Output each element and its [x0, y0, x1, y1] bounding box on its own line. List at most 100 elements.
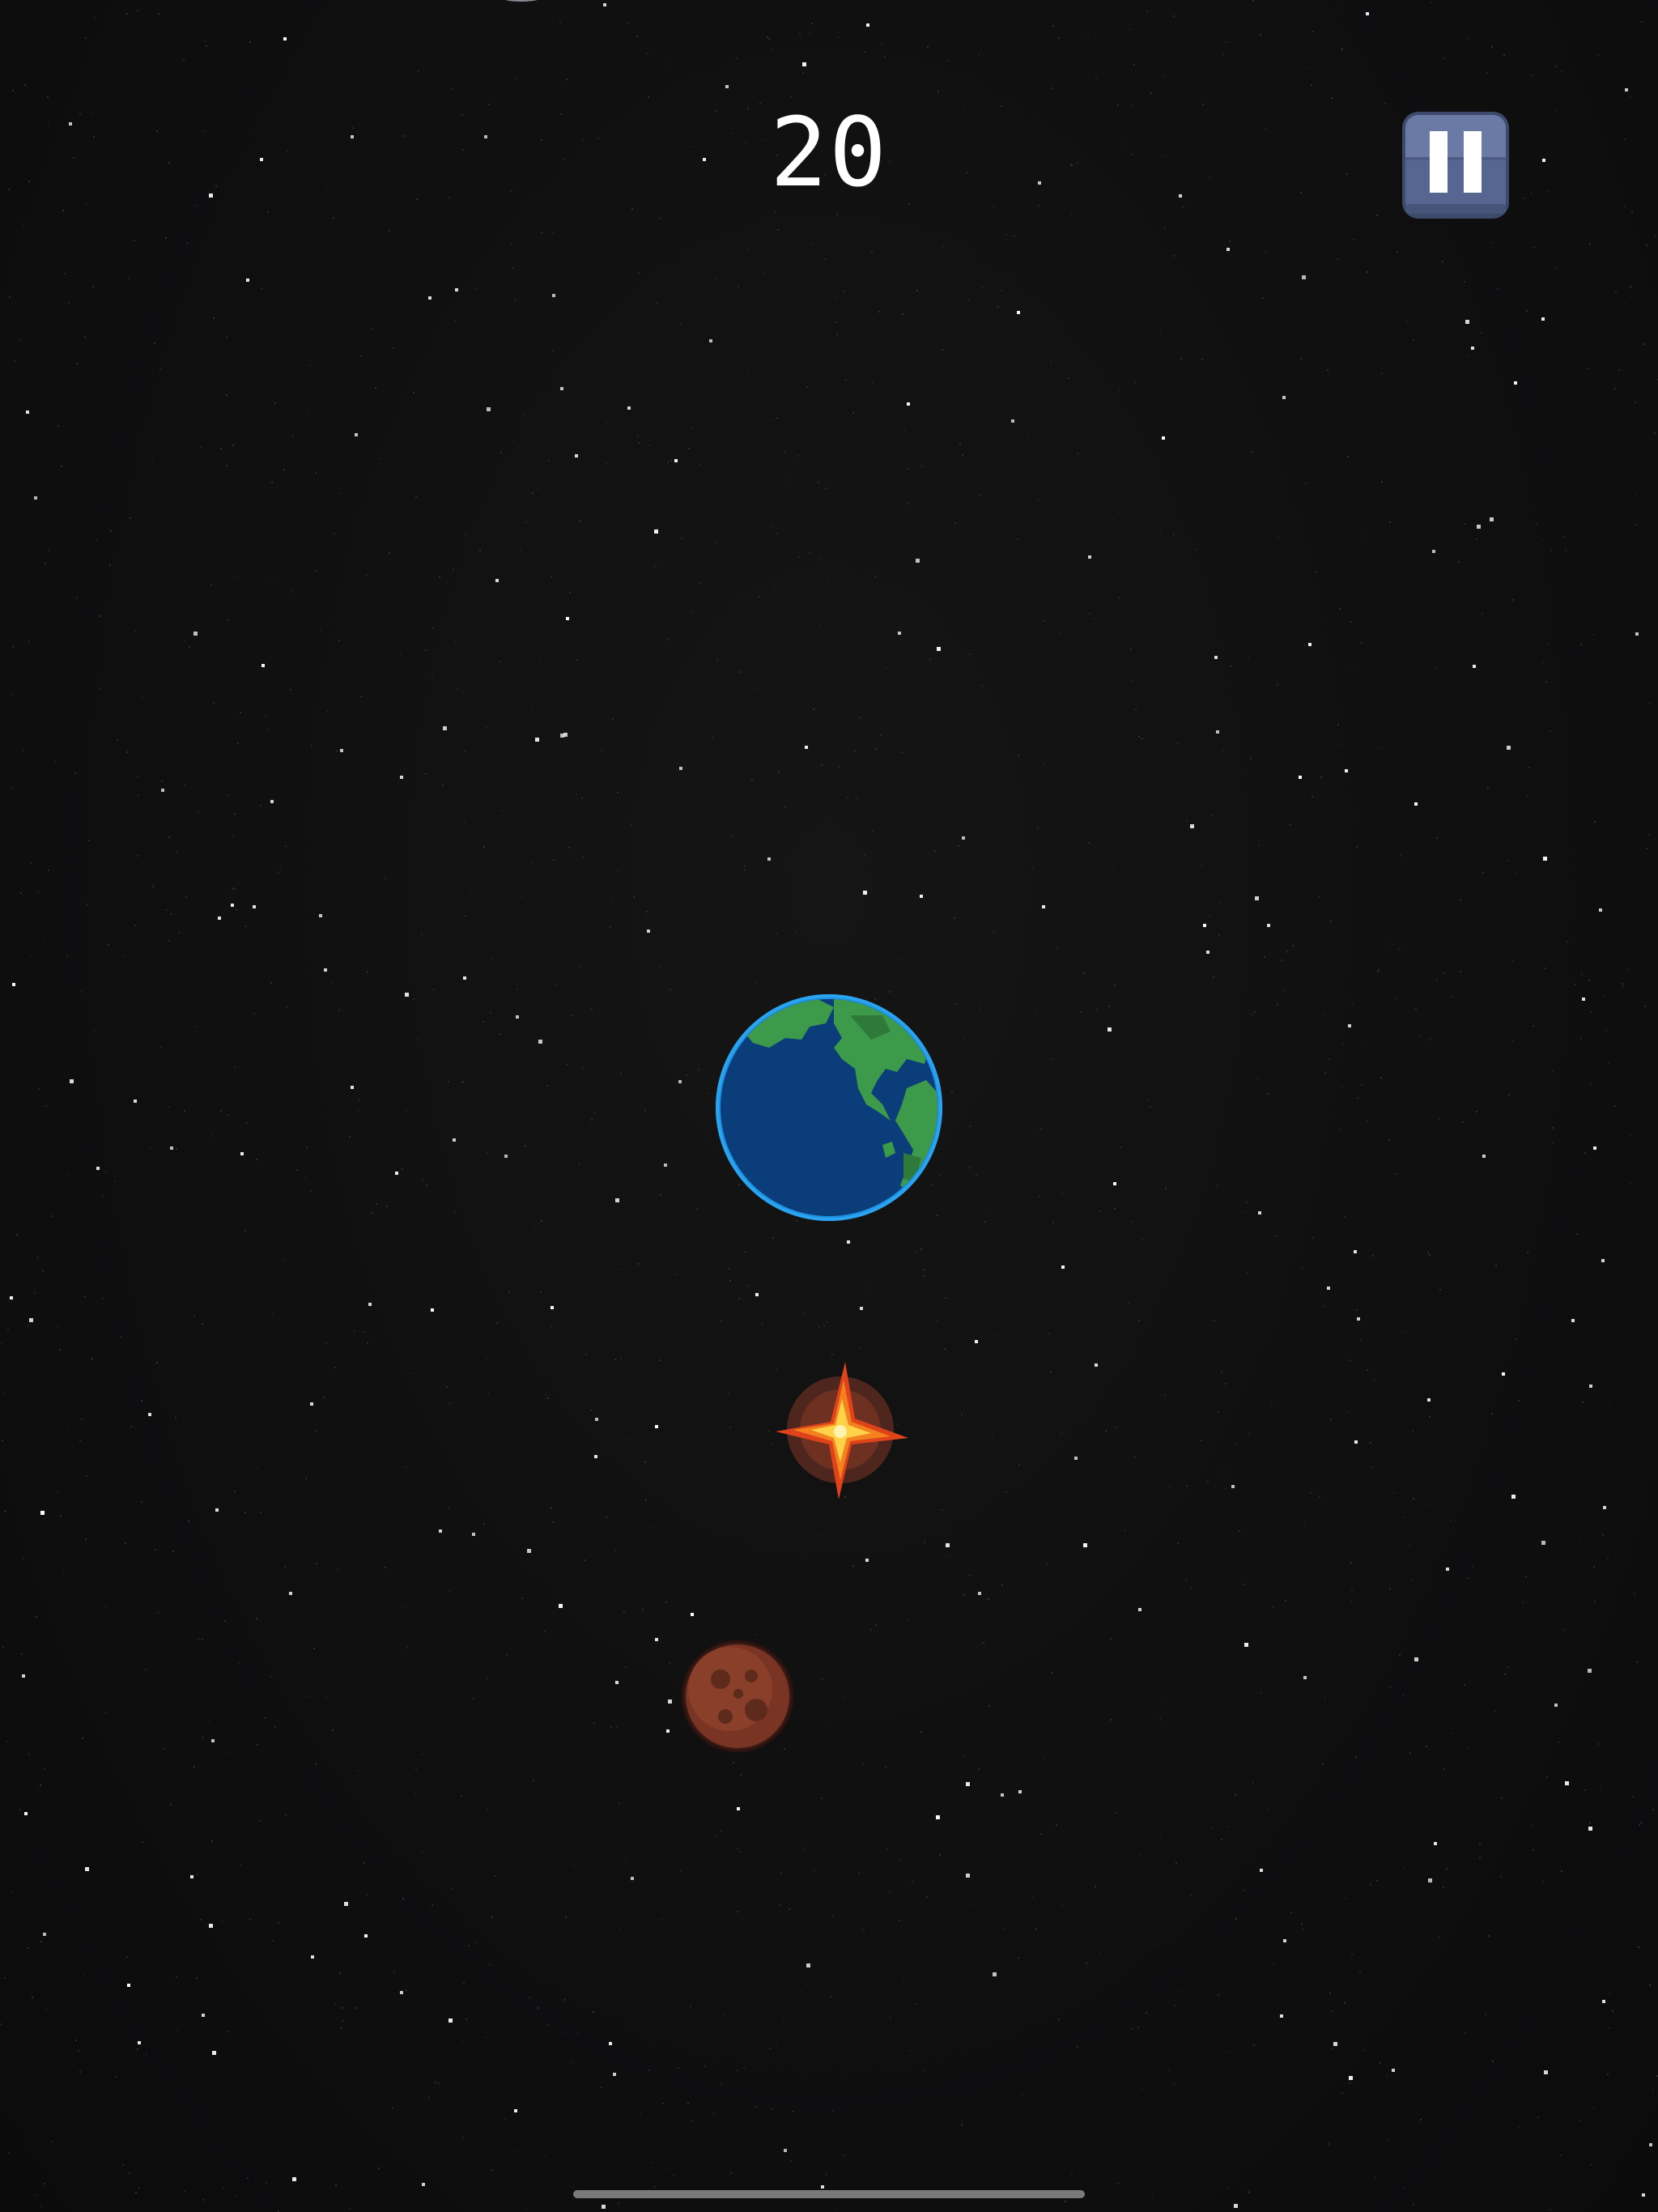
star	[1095, 1363, 1098, 1367]
dust-particle	[1429, 1254, 1431, 1256]
dust-particle	[541, 232, 542, 233]
dust-particle	[24, 84, 26, 86]
dust-particle	[638, 1263, 640, 1265]
dust-particle	[830, 1996, 831, 1997]
dust-particle	[48, 550, 49, 551]
dust-particle	[1439, 1118, 1440, 1120]
dust-particle	[487, 1393, 489, 1394]
dust-particle	[1567, 941, 1568, 942]
dust-particle	[363, 1331, 364, 1333]
dust-particle	[552, 351, 554, 352]
pause-button[interactable]	[1401, 110, 1511, 220]
dust-particle	[1221, 1839, 1222, 1840]
dust-particle	[12, 646, 14, 648]
dust-particle	[907, 1619, 908, 1621]
dust-particle	[1310, 1492, 1312, 1494]
star	[310, 1402, 313, 1406]
dust-particle	[371, 328, 372, 330]
dust-particle	[108, 944, 109, 946]
dust-particle	[1492, 2061, 1494, 2062]
dust-particle	[979, 1007, 980, 1009]
dust-particle	[1573, 447, 1575, 449]
dust-particle	[836, 214, 838, 215]
dust-particle	[721, 1321, 722, 1322]
dust-particle	[997, 306, 999, 308]
dust-particle	[1312, 1237, 1314, 1239]
dust-particle	[1048, 1333, 1050, 1334]
star	[664, 1163, 667, 1167]
dust-particle	[1561, 1870, 1562, 1872]
dust-particle	[1080, 1011, 1082, 1013]
dust-particle	[737, 2069, 738, 2071]
dust-particle	[1542, 1881, 1544, 1882]
star	[627, 406, 631, 410]
dust-particle	[99, 615, 100, 617]
dust-particle	[1581, 974, 1583, 976]
dust-particle	[1165, 1188, 1167, 1189]
dust-particle	[864, 51, 865, 53]
dust-particle	[1533, 1025, 1534, 1027]
star	[395, 1172, 398, 1175]
dust-particle	[1360, 642, 1362, 644]
dust-particle	[821, 764, 823, 766]
dust-particle	[645, 1499, 647, 1501]
dust-particle	[1039, 1128, 1041, 1129]
dust-particle	[23, 223, 24, 225]
dust-particle	[924, 1275, 925, 1277]
dust-particle	[272, 1313, 274, 1315]
dust-particle	[176, 1148, 177, 1150]
dust-particle	[582, 139, 584, 141]
dust-particle	[109, 564, 111, 566]
dust-particle	[1160, 530, 1162, 531]
dust-particle	[545, 2155, 546, 2156]
dust-particle	[82, 1738, 83, 1739]
dust-particle	[591, 1119, 593, 1121]
dust-particle	[1393, 1492, 1395, 1494]
dust-particle	[963, 1037, 965, 1039]
star	[535, 738, 539, 742]
dust-particle	[660, 967, 661, 968]
star	[439, 1529, 442, 1533]
dust-particle	[453, 568, 454, 570]
star	[666, 1729, 670, 1733]
star	[1541, 1541, 1545, 1545]
home-indicator[interactable]	[573, 2190, 1085, 2198]
dust-particle	[371, 1212, 372, 1214]
dust-particle	[593, 2011, 594, 2013]
dust-particle	[367, 1342, 368, 1344]
dust-particle	[1351, 667, 1353, 669]
dust-particle	[669, 1662, 670, 1664]
dust-particle	[462, 2137, 464, 2138]
dust-particle	[631, 823, 632, 825]
dust-particle	[1156, 1943, 1158, 1945]
dust-particle	[19, 1809, 21, 1810]
dust-particle	[838, 36, 840, 38]
star	[821, 2185, 824, 2189]
dust-particle	[1265, 252, 1266, 253]
dust-particle	[115, 2076, 117, 2078]
dust-particle	[568, 847, 570, 849]
dust-particle	[37, 1257, 39, 1258]
dust-particle	[238, 1662, 240, 1664]
dust-particle	[320, 629, 321, 631]
dust-particle	[316, 570, 317, 572]
dust-particle	[751, 779, 753, 781]
dust-particle	[79, 113, 81, 115]
dust-particle	[468, 1945, 470, 1946]
dust-particle	[327, 186, 329, 188]
dust-particle	[500, 452, 502, 453]
star	[560, 387, 563, 390]
dust-particle	[257, 1468, 258, 1470]
dust-particle	[544, 1631, 546, 1632]
dust-particle	[1261, 1692, 1262, 1694]
star	[443, 726, 447, 730]
dust-particle	[1488, 1935, 1490, 1937]
dust-particle	[1352, 1004, 1354, 1006]
star	[422, 2183, 425, 2186]
dust-particle	[754, 689, 755, 691]
dust-particle	[142, 1841, 143, 1843]
dust-particle	[385, 878, 386, 879]
dust-particle	[1137, 2027, 1139, 2028]
star	[405, 993, 409, 997]
